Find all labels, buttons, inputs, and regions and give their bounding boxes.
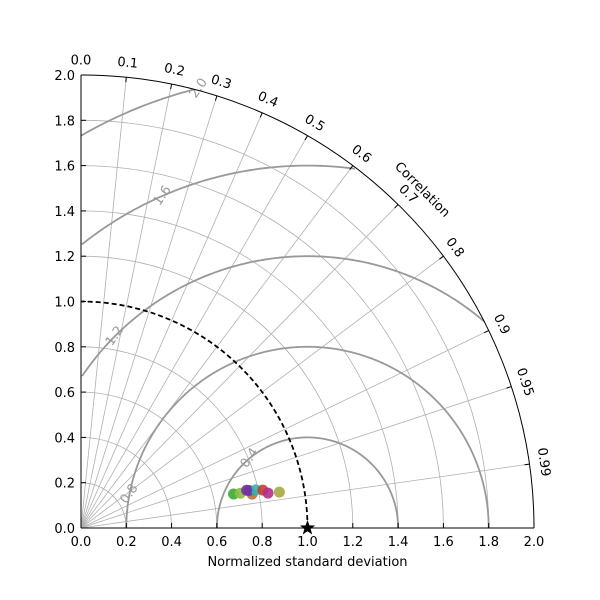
- correlation-tick: [349, 165, 354, 170]
- data-point: [241, 484, 253, 496]
- correlation-axis-arc: [80, 74, 535, 529]
- std-grid-arc: [80, 482, 127, 529]
- y-tick-label: 0.6: [54, 386, 75, 401]
- x-tick-label: 0.6: [207, 535, 228, 550]
- data-point: [273, 486, 285, 498]
- x-tick-label: 1.0: [297, 535, 318, 550]
- x-tick-label: 0.2: [116, 535, 137, 550]
- std-grid-arc: [80, 391, 218, 529]
- rms-contour: [80, 88, 195, 137]
- correlation-tick: [394, 204, 399, 209]
- grid-layer: [80, 77, 530, 529]
- rms-contour: [125, 345, 490, 529]
- correlation-tick: [439, 255, 444, 260]
- correlation-tick-label: 0.3: [209, 72, 233, 93]
- y-tick-label: 0.0: [54, 522, 75, 537]
- correlation-tick: [304, 135, 308, 141]
- rms-contour-label: 1.6: [150, 183, 174, 209]
- correlation-tick-label: 0.2: [163, 61, 186, 80]
- x-tick-label: 1.8: [478, 535, 499, 550]
- correlation-tick: [170, 84, 173, 90]
- correlation-tick: [214, 95, 218, 101]
- std-grid-arc: [80, 119, 490, 529]
- x-tick-label: 0.0: [71, 535, 92, 550]
- x-tick-label: 1.6: [433, 535, 454, 550]
- correlation-grid-ray: [80, 112, 263, 529]
- rms-contour: [81, 255, 485, 377]
- y-tick-label: 0.2: [54, 477, 75, 492]
- correlation-tick-label: 0.5: [302, 112, 327, 135]
- rms-contours: 0.40.81.21.62.0: [80, 75, 490, 529]
- x-tick-label: 2.0: [524, 535, 545, 550]
- x-axis-title: Normalized standard deviation: [207, 555, 407, 570]
- correlation-tick-label: 0.1: [117, 55, 139, 72]
- y-tick-label: 0.4: [54, 431, 75, 446]
- correlation-tick: [259, 112, 263, 118]
- correlation-tick-label: 0.0: [71, 54, 92, 69]
- correlation-tick-label: 0.95: [513, 366, 536, 398]
- correlation-tick-label: 0.8: [442, 235, 466, 261]
- x-tick-label: 0.4: [161, 535, 182, 550]
- correlation-grid-ray: [80, 84, 172, 529]
- rms-contour: [81, 164, 355, 246]
- y-tick-label: 0.8: [54, 341, 75, 356]
- correlation-tick: [483, 330, 489, 334]
- correlation-tick: [125, 77, 127, 83]
- y-tick-label: 1.0: [54, 296, 75, 311]
- data-point: [262, 487, 274, 499]
- correlation-grid-ray: [80, 330, 489, 529]
- reference-std-arc: [80, 300, 309, 529]
- std-grid-arc: [80, 210, 399, 529]
- correlation-tick-label: 0.9: [490, 312, 513, 337]
- y-tick-label: 2.0: [54, 69, 75, 84]
- y-tick-label: 1.4: [54, 205, 75, 220]
- x-tick-label: 1.2: [342, 535, 363, 550]
- x-tick-label: 1.4: [388, 535, 409, 550]
- correlation-tick-label: 0.6: [348, 142, 374, 166]
- y-tick-label: 1.6: [54, 160, 75, 175]
- std-grid-arc: [80, 255, 354, 529]
- correlation-tick: [524, 463, 530, 466]
- correlation-grid-ray: [80, 135, 308, 529]
- correlation-tick-label: 0.4: [255, 89, 280, 111]
- std-grid-arc: [80, 165, 444, 529]
- reference-star-marker: [299, 520, 316, 535]
- correlation-grid-ray: [80, 95, 218, 529]
- correlation-tick: [506, 386, 512, 389]
- correlation-tick-label: 0.99: [534, 447, 553, 478]
- correlation-grid-ray: [80, 386, 512, 529]
- y-tick-label: 1.8: [54, 114, 75, 129]
- y-tick-label: 1.2: [54, 250, 75, 265]
- x-tick-label: 0.8: [252, 535, 273, 550]
- data-points: [228, 484, 316, 535]
- rms-contour: [216, 436, 399, 528]
